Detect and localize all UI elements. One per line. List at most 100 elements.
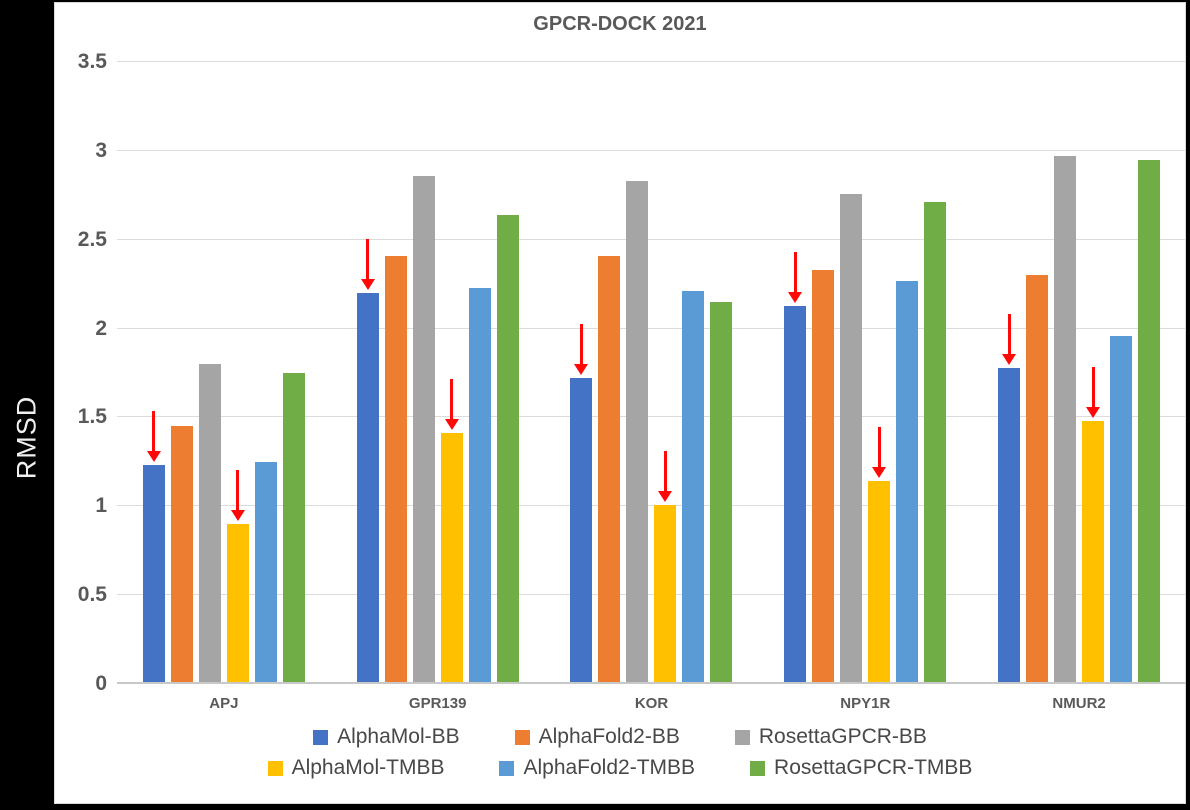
y-tick-label-3.5: 3.5 [77, 50, 107, 73]
down-arrow-icon-KOR-AlphaMol-BB [574, 324, 589, 376]
bar-NMUR2-RosettaGPCR-TMBB [1138, 159, 1161, 684]
legend-item-AlphaMol-BB: AlphaMol-BB [313, 725, 460, 749]
y-tick-label-1: 1 [95, 494, 107, 518]
bar-NPY1R-AlphaFold2-TMBB [896, 280, 919, 684]
gridline-1.5 [117, 416, 1186, 418]
legend-label-RosettaGPCR-TMBB: RosettaGPCR-TMBB [774, 756, 973, 779]
down-arrow-icon-NMUR2-AlphaMol-TMBB [1086, 367, 1101, 418]
bar-APJ-RosettaGPCR-BB [198, 364, 221, 684]
down-arrow-icon-NPY1R-AlphaMol-TMBB [872, 427, 887, 479]
bar-GPR139-RosettaGPCR-BB [412, 175, 435, 684]
category-slot-GPR139 [331, 62, 545, 684]
bar-KOR-AlphaMol-TMBB [654, 450, 677, 684]
bar-GPR139-RosettaGPCR-TMBB [496, 214, 519, 684]
y-tick-label-1.5: 1.5 [77, 405, 107, 429]
gridline-3.5 [117, 61, 1186, 62]
down-arrow-icon-NMUR2-AlphaMol-BB [1002, 313, 1017, 365]
y-tick-label-0: 0 [95, 672, 107, 695]
x-tick-label-APJ: APJ [209, 695, 239, 712]
bar-groups [117, 62, 1186, 684]
down-arrow-icon-NPY1R-AlphaMol-BB [788, 251, 803, 303]
x-tick-label-NPY1R: NPY1R [840, 695, 891, 712]
chart-panel: GPCR-DOCK 2021 3.5 3 2.5 2 1.5 1 0.5 0 APJ GPR13… [54, 2, 1186, 804]
bar-group-NPY1R [784, 193, 947, 684]
x-axis-category-labels: APJ GPR139 KOR NPY1R NMUR2 [117, 695, 1186, 712]
y-axis-tick-labels: 3.5 3 2.5 2 1.5 1 0.5 0 [55, 50, 107, 695]
x-tick-label-NMUR2: NMUR2 [1052, 695, 1106, 712]
down-arrow-icon-APJ-AlphaMol-BB [146, 411, 161, 463]
legend: AlphaMol-BB AlphaFold2-BB RosettaGPCR-BB Al… [55, 725, 1185, 780]
y-tick-label-0.5: 0.5 [77, 583, 107, 607]
bar-KOR-RosettaGPCR-BB [626, 181, 649, 684]
legend-label-AlphaMol-BB: AlphaMol-BB [337, 725, 460, 748]
gridline-2 [117, 327, 1186, 329]
bar-KOR-RosettaGPCR-TMBB [710, 301, 733, 684]
legend-swatch-AlphaMol-BB [313, 729, 329, 745]
x-axis-line [117, 682, 1186, 684]
bar-NPY1R-AlphaMol-TMBB [868, 427, 891, 684]
gridline-2.5 [117, 238, 1186, 240]
bar-GPR139-AlphaMol-BB [356, 239, 379, 684]
y-axis-title: RMSD [11, 395, 42, 479]
category-slot-APJ [117, 62, 331, 684]
legend-label-RosettaGPCR-BB: RosettaGPCR-BB [758, 725, 927, 748]
down-arrow-icon-GPR139-AlphaMol-TMBB [444, 379, 459, 431]
bar-KOR-AlphaFold2-BB [598, 255, 621, 684]
legend-item-RosettaGPCR-BB: RosettaGPCR-BB [734, 725, 927, 749]
y-tick-label-2: 2 [95, 316, 107, 340]
legend-label-AlphaMol-TMBB: AlphaMol-TMBB [291, 756, 445, 779]
plot-area [117, 61, 1186, 684]
bar-NPY1R-RosettaGPCR-BB [840, 193, 863, 684]
bar-NMUR2-RosettaGPCR-BB [1054, 156, 1077, 684]
legend-swatch-AlphaMol-TMBB [267, 760, 283, 776]
bar-APJ-AlphaFold2-TMBB [254, 461, 277, 684]
legend-item-AlphaFold2-BB: AlphaFold2-BB [514, 725, 680, 749]
bar-NMUR2-AlphaFold2-BB [1026, 275, 1049, 684]
gridline-1 [117, 505, 1186, 507]
bar-group-GPR139 [356, 175, 519, 684]
legend-row-2: AlphaMol-TMBB AlphaFold2-TMBB RosettaGPCR-… [267, 756, 972, 780]
bar-NPY1R-AlphaFold2-BB [812, 269, 835, 684]
legend-item-RosettaGPCR-TMBB: RosettaGPCR-TMBB [750, 756, 972, 780]
legend-swatch-RosettaGPCR-TMBB [750, 760, 766, 776]
category-slot-NPY1R [758, 62, 972, 684]
legend-swatch-AlphaFold2-BB [514, 729, 530, 745]
legend-label-AlphaFold2-TMBB: AlphaFold2-TMBB [523, 756, 696, 779]
bar-KOR-AlphaMol-BB [570, 324, 593, 684]
bar-group-APJ [142, 364, 305, 684]
bar-group-NMUR2 [998, 156, 1161, 684]
legend-item-AlphaFold2-TMBB: AlphaFold2-TMBB [499, 756, 695, 780]
chart-title: GPCR-DOCK 2021 [533, 13, 707, 35]
bar-NMUR2-AlphaMol-TMBB [1082, 367, 1105, 684]
bar-KOR-AlphaFold2-TMBB [682, 291, 705, 684]
bar-group-KOR [570, 181, 733, 684]
bar-NMUR2-AlphaFold2-TMBB [1110, 335, 1133, 684]
legend-item-AlphaMol-TMBB: AlphaMol-TMBB [267, 756, 445, 780]
bar-APJ-AlphaMol-BB [142, 411, 165, 684]
y-tick-label-2.5: 2.5 [77, 227, 107, 251]
y-axis-title-strip: RMSD [0, 0, 54, 810]
bar-NPY1R-RosettaGPCR-TMBB [924, 202, 947, 684]
legend-label-AlphaFold2-BB: AlphaFold2-BB [538, 725, 680, 748]
down-arrow-icon-GPR139-AlphaMol-BB [360, 239, 375, 290]
bar-GPR139-AlphaFold2-BB [384, 255, 407, 684]
category-slot-NMUR2 [972, 62, 1186, 684]
bar-GPR139-AlphaFold2-TMBB [468, 287, 491, 684]
x-tick-label-KOR: KOR [634, 695, 669, 712]
down-arrow-icon-KOR-AlphaMol-TMBB [658, 450, 673, 502]
gridline-0.5 [117, 594, 1186, 596]
down-arrow-icon-APJ-AlphaMol-TMBB [230, 470, 245, 522]
bar-NPY1R-AlphaMol-BB [784, 251, 807, 684]
x-tick-label-GPR139: GPR139 [408, 695, 467, 712]
legend-row-1: AlphaMol-BB AlphaFold2-BB RosettaGPCR-BB [313, 725, 927, 749]
gridline-3 [117, 149, 1186, 151]
legend-swatch-RosettaGPCR-BB [734, 729, 750, 745]
bar-APJ-AlphaFold2-BB [170, 426, 193, 684]
bar-GPR139-AlphaMol-TMBB [440, 379, 463, 684]
bar-NMUR2-AlphaMol-BB [998, 313, 1021, 684]
bar-APJ-AlphaMol-TMBB [226, 470, 249, 684]
bar-APJ-RosettaGPCR-TMBB [282, 373, 305, 684]
y-tick-label-3: 3 [95, 138, 107, 162]
legend-swatch-AlphaFold2-TMBB [499, 760, 515, 776]
category-slot-KOR [545, 62, 759, 684]
